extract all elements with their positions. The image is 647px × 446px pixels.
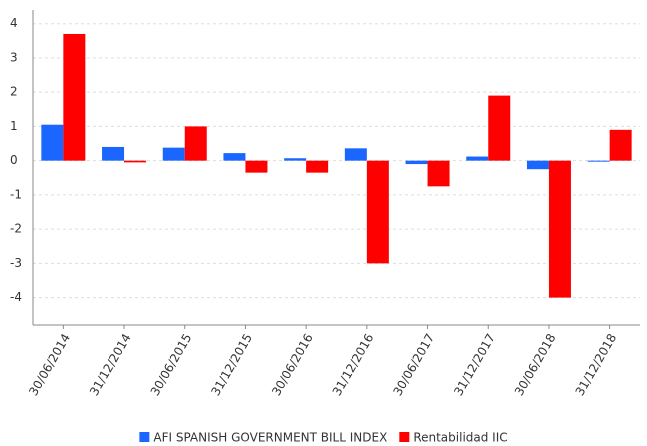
bar <box>587 160 610 162</box>
y-tick-label: 1 <box>10 119 18 133</box>
x-tick-label: 30/06/2014 <box>26 331 73 398</box>
bar <box>284 158 307 161</box>
bar <box>466 156 489 161</box>
bar <box>223 153 246 161</box>
legend-swatch <box>399 432 410 442</box>
legend-swatch <box>139 432 150 442</box>
bar <box>405 160 428 165</box>
bar <box>427 160 450 187</box>
legend: AFI SPANISH GOVERNMENT BILL INDEX Rentabi… <box>139 431 508 445</box>
bar <box>124 160 147 163</box>
bar <box>63 33 86 161</box>
x-tick-label: 30/06/2017 <box>390 331 437 398</box>
bar <box>344 148 367 161</box>
bar <box>548 160 571 298</box>
x-tick-label: 31/12/2016 <box>330 331 377 398</box>
bar <box>526 160 549 170</box>
bar <box>245 160 268 173</box>
y-tick-label: -2 <box>10 222 22 236</box>
bar <box>488 95 511 161</box>
x-tick-label: 30/06/2018 <box>512 331 559 398</box>
bar <box>609 129 632 161</box>
x-tick-label: 31/12/2017 <box>451 331 498 398</box>
bar <box>102 146 125 161</box>
y-tick-label: -1 <box>10 187 22 201</box>
y-tick-label: 4 <box>10 16 18 30</box>
bar <box>41 124 64 161</box>
y-tick-label: 3 <box>10 50 18 64</box>
x-tick-label: 31/12/2015 <box>208 331 255 398</box>
x-tick-label: 30/06/2016 <box>269 331 316 398</box>
y-tick-label: -4 <box>10 290 22 304</box>
x-tick-label: 31/12/2018 <box>573 331 620 398</box>
x-tick-label: 30/06/2015 <box>148 331 195 398</box>
y-tick-label: -3 <box>10 256 22 270</box>
bar <box>162 147 185 161</box>
legend-label: Rentabilidad IIC <box>413 431 507 445</box>
bar <box>306 160 329 173</box>
y-tick-label: 0 <box>10 153 18 167</box>
bar <box>184 126 207 161</box>
bar <box>366 160 389 264</box>
x-tick-label: 31/12/2014 <box>87 331 134 398</box>
y-tick-label: 2 <box>10 85 18 99</box>
legend-label: AFI SPANISH GOVERNMENT BILL INDEX <box>153 431 387 445</box>
